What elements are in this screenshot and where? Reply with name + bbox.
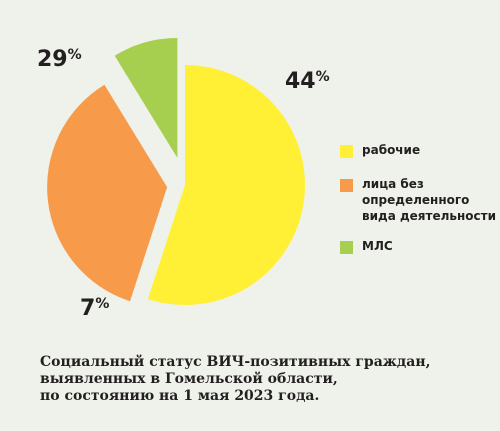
chart-title-line3: по состоянию на 1 мая 2023 года. <box>40 388 320 404</box>
chart-title-line2: выявленных в Гомельской области, <box>40 371 338 387</box>
legend-label-rabochie: рабочие <box>362 143 421 157</box>
slice-label-mls: 7% <box>80 296 109 321</box>
pie-slice-mls <box>114 38 178 159</box>
legend-swatch-rabochie <box>340 145 353 158</box>
legend-swatch-lica <box>340 179 353 192</box>
slice-label-lica: 29% <box>37 47 82 72</box>
pie-slice-lica <box>47 84 168 302</box>
legend-label-mls: МЛС <box>362 239 393 253</box>
pie-slice-rabochie <box>147 65 305 305</box>
legend-label-lica-line1: лица без определенного <box>362 177 470 207</box>
legend-swatch-mls <box>340 241 353 254</box>
legend-item-lica: лица без определенного вида деятельности <box>340 176 500 224</box>
chart-title: Социальный статус ВИЧ-позитивных граждан… <box>40 354 480 405</box>
slice-label-rabochie: 44% <box>285 69 330 94</box>
pie-chart: 44% 29% 7% <box>37 38 330 321</box>
legend-label-lica-line2: вида деятельности <box>362 209 496 223</box>
legend-item-mls: МЛС <box>340 238 500 254</box>
chart-title-line1: Социальный статус ВИЧ-позитивных граждан… <box>40 354 431 370</box>
pie-slices <box>47 38 305 305</box>
chart-legend: рабочие лица без определенного вида деят… <box>340 142 500 272</box>
legend-item-rabochie: рабочие <box>340 142 500 158</box>
